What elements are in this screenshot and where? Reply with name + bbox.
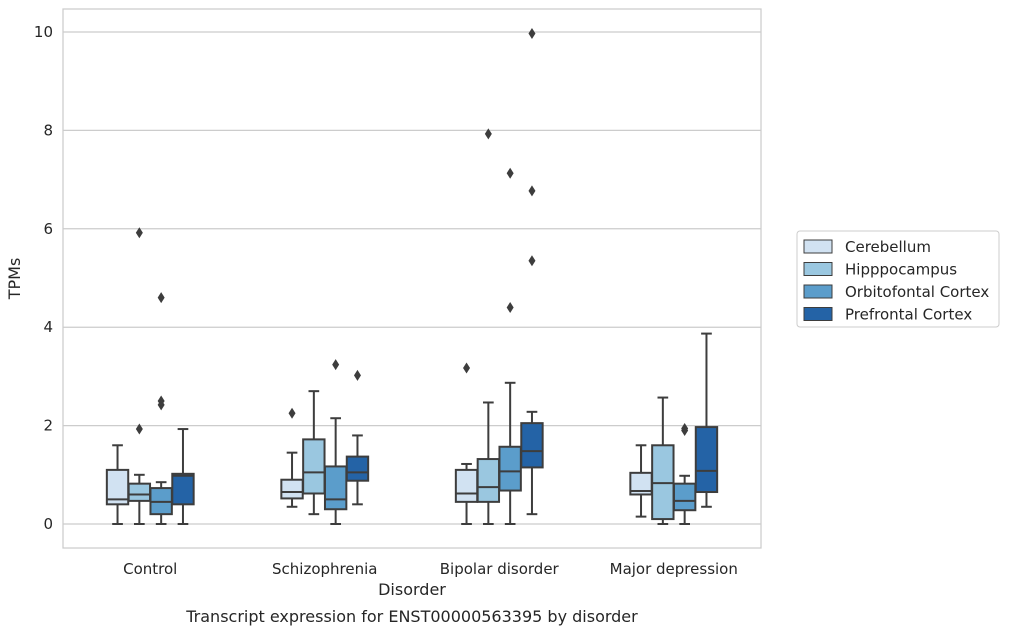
box-2-0 <box>454 362 479 525</box>
x-axis-label: Disorder <box>378 580 446 599</box>
legend-swatch <box>803 262 833 276</box>
legend-label: Orbitofontal Cortex <box>845 283 989 301</box>
outlier-point <box>506 302 514 314</box>
box-0-2 <box>149 292 173 525</box>
y-tick-label: 2 <box>43 417 53 435</box>
legend-label: Cerebellum <box>845 238 931 256</box>
outlier-point <box>353 369 361 381</box>
legend-swatch <box>803 284 833 299</box>
box-body <box>672 482 697 512</box>
y-tick-label: 10 <box>34 23 53 41</box>
box-0-1 <box>127 227 152 525</box>
y-tick-labels: 0 2 4 6 8 10 <box>34 23 53 533</box>
y-tick-label: 0 <box>43 515 53 533</box>
outlier-point <box>157 395 165 407</box>
box-0-3 <box>171 428 195 525</box>
box-body <box>498 445 522 492</box>
box-3-3 <box>694 332 719 508</box>
box-2-1 <box>476 128 501 525</box>
y-tick-label: 4 <box>43 318 53 336</box>
y-tick-label: 6 <box>43 220 53 238</box>
outlier-point <box>135 423 143 435</box>
outlier-point <box>528 185 536 197</box>
legend: Cerebellum Hipppocampus Orbitofontal Corte… <box>796 230 1000 328</box>
chart-caption: Transcript expression for ENST0000056339… <box>185 607 638 626</box>
legend-swatch <box>803 307 833 321</box>
legend-label: Hipppocampus <box>845 261 957 279</box>
box-2-3 <box>520 27 544 516</box>
x-tick-labels: Control Schizophrenia Bipolar disorder Majo… <box>123 560 738 578</box>
box-3-0 <box>629 444 653 518</box>
x-tick-label: Bipolar disorder <box>440 560 560 578</box>
box-plots <box>105 27 719 525</box>
plot-frame <box>62 8 762 549</box>
box-body <box>476 458 501 503</box>
outlier-point <box>463 362 471 374</box>
outlier-point <box>135 227 143 239</box>
box-body <box>302 438 326 495</box>
box-3-2 <box>672 423 697 525</box>
box-1-1 <box>302 390 326 516</box>
box-body <box>345 455 370 482</box>
box-1-2 <box>323 359 348 525</box>
outlier-point <box>157 292 165 304</box>
y-tick-label: 8 <box>43 121 53 139</box>
box-body <box>171 472 195 506</box>
outlier-point <box>528 255 536 267</box>
box-body <box>454 468 479 503</box>
box-body <box>127 482 152 502</box>
legend-label: Prefrontal Cortex <box>845 306 972 324</box>
box-1-3 <box>345 369 370 506</box>
grid-lines <box>63 31 761 525</box>
box-3-1 <box>651 396 675 525</box>
box-body <box>323 465 348 511</box>
box-body <box>694 426 719 494</box>
legend-swatch <box>803 239 833 254</box>
box-1-0 <box>280 407 304 508</box>
outlier-point <box>484 128 492 140</box>
legend-frame <box>796 230 1000 328</box>
x-tick-label: Schizophrenia <box>272 560 377 578</box>
y-axis-label: TPMs <box>5 258 24 301</box>
outlier-point <box>288 407 296 419</box>
outlier-point <box>528 27 536 39</box>
outlier-point <box>332 359 340 371</box>
box-2-2 <box>498 167 522 525</box>
box-body <box>520 422 544 469</box>
x-tick-label: Major depression <box>610 560 738 578</box>
outlier-point <box>506 167 514 179</box>
x-tick-label: Control <box>123 560 177 578</box>
outlier-point <box>681 423 689 435</box>
box-0-0 <box>105 444 130 525</box>
box-body <box>280 478 304 500</box>
